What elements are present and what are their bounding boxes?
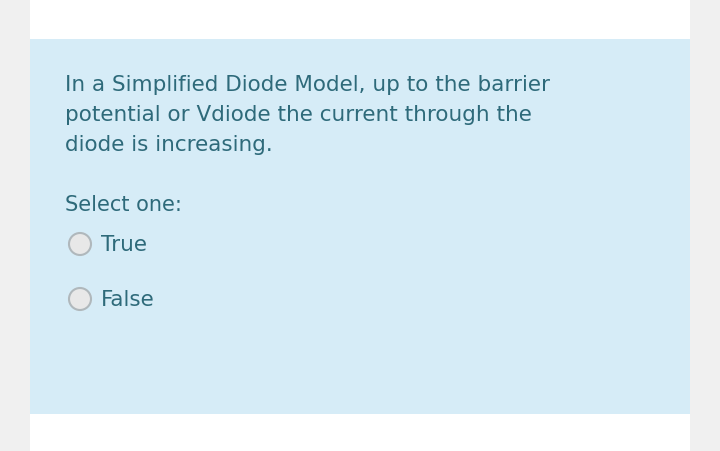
- Circle shape: [69, 234, 91, 255]
- Circle shape: [69, 288, 91, 310]
- Bar: [30, 0, 690, 40]
- Bar: [30, 40, 690, 414]
- Text: Select one:: Select one:: [65, 194, 182, 215]
- Text: potential or Vdiode the current through the: potential or Vdiode the current through …: [65, 105, 532, 125]
- Bar: [30, 414, 690, 451]
- Text: In a Simplified Diode Model, up to the barrier: In a Simplified Diode Model, up to the b…: [65, 75, 550, 95]
- Text: True: True: [101, 235, 147, 254]
- Text: diode is increasing.: diode is increasing.: [65, 135, 273, 155]
- Text: False: False: [101, 290, 155, 309]
